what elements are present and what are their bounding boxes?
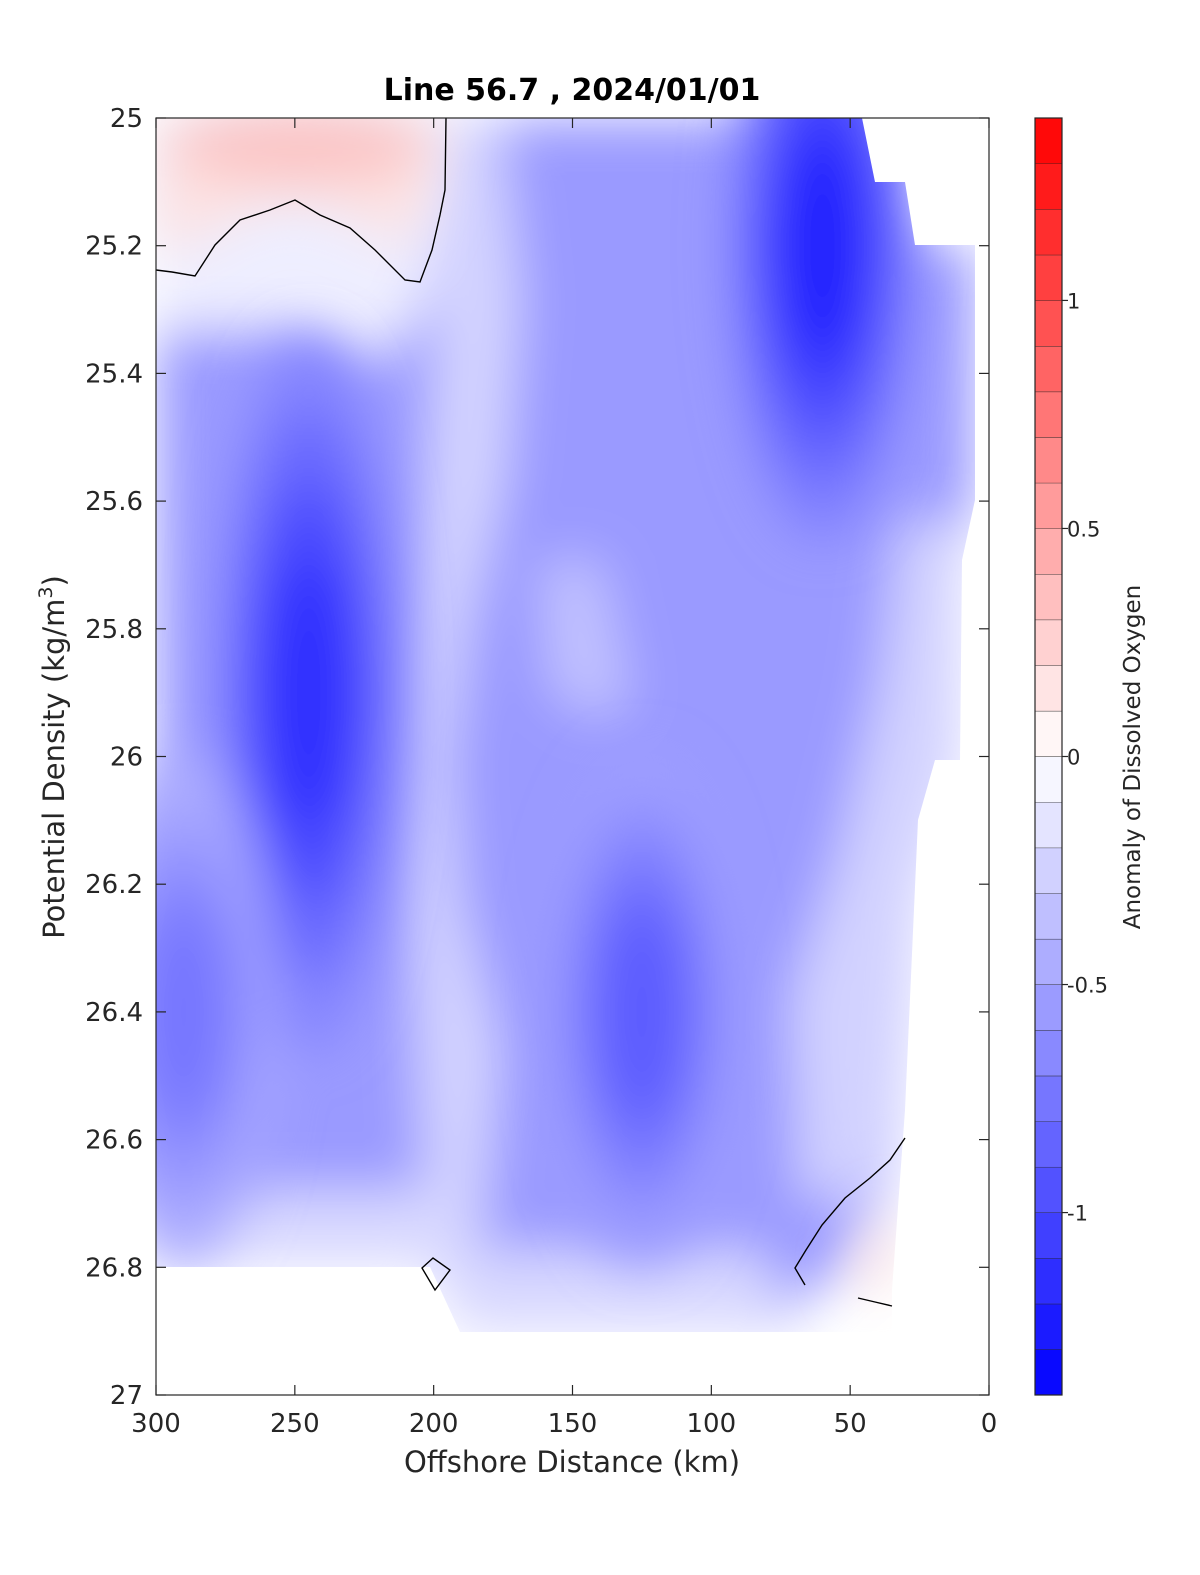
y-tick-label: 25 [110,104,143,134]
colorbar-step [1035,528,1062,575]
anomaly-blob-1-ring-1 [777,127,868,365]
colorbar-tick-label: -0.5 [1067,974,1108,998]
y-tick-label: 25.8 [85,615,143,645]
colorbar-step [1035,710,1062,757]
colorbar-step [1035,1166,1062,1213]
colorbar-tick-label: -1 [1067,1202,1088,1226]
x-tick-label: 100 [687,1409,737,1439]
anomaly-blob-0-ring-1 [263,557,354,828]
y-tick-label: 25.4 [85,359,143,389]
colorbar-tick-label: 0 [1067,746,1080,770]
zero-contour-bottom-right-2 [857,1297,893,1307]
y-tick-label: 26.6 [85,1126,143,1156]
colorbar-step [1035,163,1062,210]
x-tick-label: 300 [131,1409,181,1439]
colorbar-step [1035,893,1062,939]
colorbar-step [1035,1121,1062,1167]
colorbar-steps [1035,117,1062,1395]
field-light-band-200km [410,118,520,1265]
colorbar-step [1035,756,1062,803]
zero-contour-bottom-right [794,1137,906,1286]
x-tick-label: 200 [409,1409,459,1439]
chart-title: Line 56.7 , 2024/01/01 [384,73,761,108]
zero-contour-top [155,117,447,283]
colorbar-step [1035,1212,1062,1259]
field-light-bottom [156,1190,800,1332]
y-axis: 25 25.2 25.4 25.6 25.8 26 26.2 26.4 26.6 26.8 27 [85,104,989,1411]
colorbar-step [1035,847,1062,894]
marks-layer [156,118,913,1267]
colorbar-step [1035,574,1062,620]
colorbar-step [1035,665,1062,711]
colorbar-step [1035,802,1062,848]
colorbar-step [1035,984,1062,1031]
y-axis-label-close: ) [37,575,71,586]
colorbar-step [1035,300,1062,347]
field-light-band-nearshore [790,520,962,1200]
nodata-region-top-right [862,118,989,245]
colorbar-step [1035,1030,1062,1076]
colorbar-tick-label: 1 [1067,289,1080,313]
nodata-region-right [156,245,989,1395]
x-tick-label: 50 [834,1409,867,1439]
field-light-band-150km [540,560,630,720]
colorbar-step [1035,1075,1062,1122]
colorbar-step [1035,118,1062,164]
x-tick-label: 0 [981,1409,998,1439]
y-axis-label-sup: 3 [35,586,57,598]
x-tick-label: 250 [270,1409,320,1439]
x-axis: 300 250 200 150 100 50 0 [131,118,997,1439]
colorbar-step [1035,619,1062,666]
y-tick-label: 27 [110,1381,143,1411]
colorbar-step [1035,1349,1062,1395]
y-tick-label: 26.8 [85,1253,143,1283]
colorbar-label: Anomaly of Dissolved Oxygen [1120,585,1146,930]
colorbar-step [1035,938,1062,985]
colorbar-step [1035,209,1062,255]
anomaly-blob-2-ring-1 [596,903,687,1121]
anomaly-field [156,118,989,1395]
field-positive-patch-bottom [850,1200,892,1290]
colorbar-step [1035,391,1062,438]
field-positive-core-top [170,118,430,183]
x-axis-label: Offshore Distance (km) [404,1445,740,1479]
colorbar-step [1035,1303,1062,1350]
x-tick-label: 150 [548,1409,598,1439]
colorbar-step [1035,437,1062,483]
colorbar-tick-label: 0.5 [1067,517,1100,541]
y-tick-label: 25.2 [85,232,143,262]
colorbar-step [1035,1258,1062,1304]
anomaly-blob-3-ring-1 [156,903,229,1121]
zero-contours [155,117,906,1307]
y-axis-label-main: Potential Density (kg/m [37,599,71,939]
y-axis-label: Potential Density (kg/m3) [35,575,71,939]
y-tick-label: 26 [110,743,143,773]
colorbar: 1 0.5 0 -0.5 -1 Anomaly of Dissolved Oxygen [1034,117,1146,1396]
colorbar-step [1035,254,1062,301]
y-tick-label: 26.2 [85,870,143,900]
y-tick-label: 25.6 [85,487,143,517]
y-tick-label: 26.4 [85,998,143,1028]
colorbar-step [1035,346,1062,392]
colorbar-step [1035,482,1062,529]
colorbar-ticks: 1 0.5 0 -0.5 -1 [1062,289,1108,1226]
zero-contour-loop [421,1257,451,1292]
plot-area [155,117,990,1396]
